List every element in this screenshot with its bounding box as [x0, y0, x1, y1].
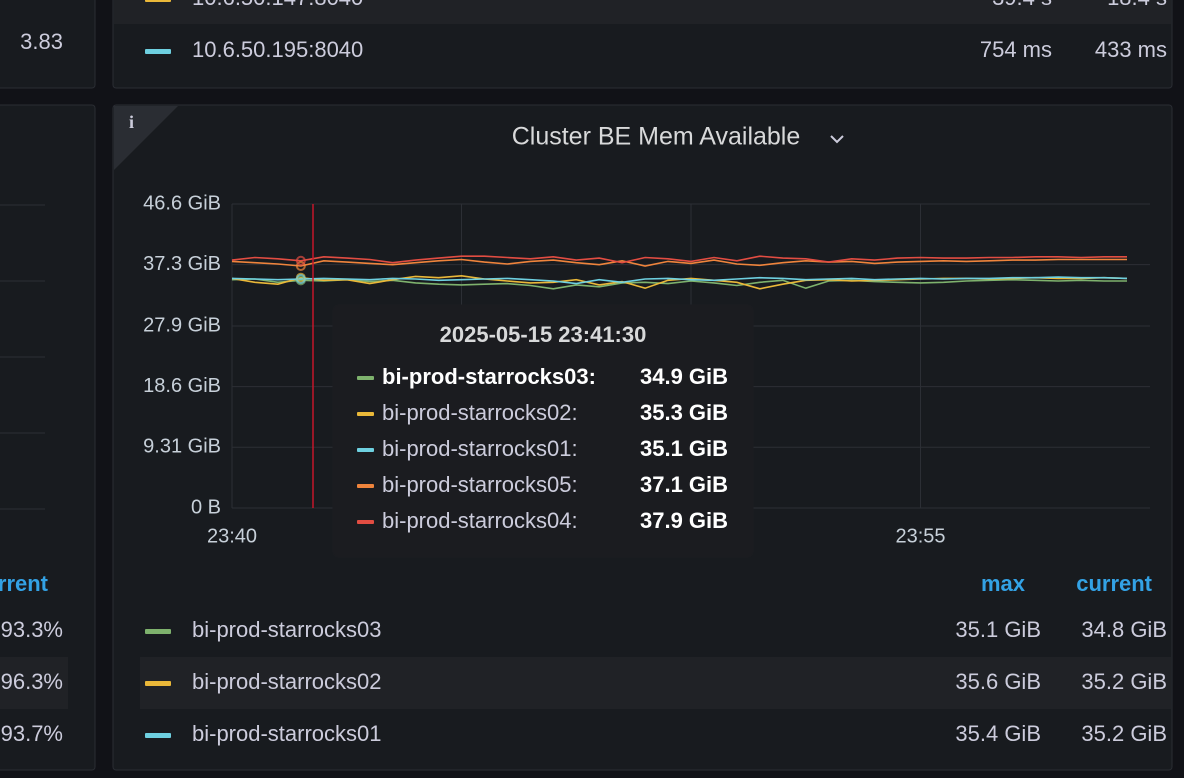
y-tick-label: 0 B [191, 496, 221, 518]
row-cell: 754 ms [980, 37, 1052, 62]
legend-current: 35.2 GiB [1081, 669, 1167, 694]
tooltip-name: bi-prod-starrocks05: [382, 472, 578, 497]
legend-current: 35.2 GiB [1081, 721, 1167, 746]
y-tick-label: 18.6 GiB [143, 375, 221, 397]
tooltip-name: bi-prod-starrocks04: [382, 508, 578, 533]
y-tick-label: 27.9 GiB [143, 314, 221, 336]
legend-swatch [145, 629, 171, 634]
tooltip-value: 37.9 GiB [640, 508, 728, 533]
cell: 93.7% [1, 721, 63, 746]
info-corner[interactable] [114, 106, 178, 170]
tooltip-swatch [357, 484, 374, 488]
tooltip-value: 35.1 GiB [640, 436, 728, 461]
tooltip-swatch [357, 520, 374, 524]
series-line [231, 276, 1128, 285]
row-cell: 18.4 s [1107, 0, 1167, 10]
info-icon: i [129, 112, 134, 132]
hover-point [295, 260, 306, 271]
hover-point [295, 255, 306, 266]
legend-name[interactable]: bi-prod-starrocks03 [192, 617, 382, 642]
row-cell: 433 ms [1095, 37, 1167, 62]
cell: 93.3% [1, 617, 63, 642]
y-tick-label: 9.31 GiB [143, 436, 221, 458]
tooltip-title: 2025-05-15 23:41:30 [440, 322, 647, 347]
y-tick-label: 46.6 GiB [143, 192, 221, 214]
tooltip-name: bi-prod-starrocks01: [382, 436, 578, 461]
series-line [231, 255, 1127, 264]
legend-swatch [145, 49, 171, 54]
left-grid [0, 204, 45, 510]
tooltip-value: 37.1 GiB [640, 472, 728, 497]
legend-swatch [145, 733, 171, 738]
x-tick-label: 23:40 [207, 525, 257, 547]
tooltip-swatch [357, 376, 374, 380]
row-name: 10.6.50.195:8040 [192, 37, 363, 62]
y-tick-label: 37.3 GiB [143, 253, 221, 275]
left-panel [0, 104, 96, 771]
row-cell: 39.4 s [992, 0, 1052, 10]
legend-name[interactable]: bi-prod-starrocks01 [192, 721, 382, 746]
row-name: 10.6.50.147:8040 [192, 0, 363, 10]
legend-current: 34.8 GiB [1081, 617, 1167, 642]
tooltip-value: 35.3 GiB [640, 400, 728, 425]
tooltip-swatch [357, 412, 374, 416]
column-header: current [1076, 571, 1152, 596]
series-line [231, 258, 1127, 267]
tooltip [332, 304, 754, 558]
tooltip-name: bi-prod-starrocks02: [382, 400, 578, 425]
legend-max: 35.4 GiB [955, 721, 1041, 746]
legend-swatch [145, 0, 171, 2]
legend-name[interactable]: bi-prod-starrocks02 [192, 669, 382, 694]
legend-swatch [145, 681, 171, 686]
row-stripe [114, 0, 1171, 24]
hover-point [295, 274, 306, 285]
legend-max: 35.6 GiB [955, 669, 1041, 694]
left-top-panel [0, 0, 96, 89]
tooltip-swatch [357, 448, 374, 452]
column-header: max [981, 571, 1026, 596]
tooltip-name: bi-prod-starrocks03: [382, 364, 596, 389]
x-tick-label: 23:55 [895, 525, 945, 547]
row-stripe [0, 657, 68, 709]
stat-value: 3.83 [20, 29, 63, 54]
cell: 96.3% [1, 669, 63, 694]
legend-max: 35.1 GiB [955, 617, 1041, 642]
title-chevron[interactable] [830, 135, 844, 144]
panel-title[interactable]: Cluster BE Mem Available [512, 123, 801, 151]
row-stripe [140, 657, 1171, 709]
tooltip-value: 34.9 GiB [640, 364, 728, 389]
column-header: current [0, 571, 49, 596]
